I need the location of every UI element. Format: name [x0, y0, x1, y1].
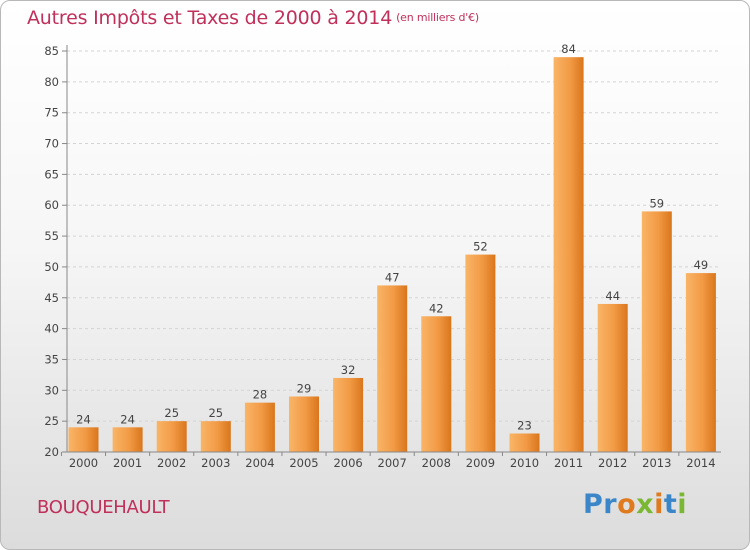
x-tick-label: 2000: [69, 456, 98, 470]
value-label: 49: [694, 258, 709, 272]
y-tick-label: 85: [44, 44, 59, 58]
value-label: 84: [561, 42, 576, 56]
bar: [289, 396, 319, 452]
commune-name: BOUQUEHAULT: [37, 497, 170, 518]
x-tick-label: 2004: [245, 456, 274, 470]
x-tick-label: 2005: [289, 456, 318, 470]
chart-title: Autres Impôts et Taxes de 2000 à 2014 (en…: [27, 7, 479, 29]
bar: [333, 377, 364, 452]
bar: [68, 427, 99, 452]
bar: [377, 285, 408, 452]
bar: [509, 433, 540, 452]
value-label: 42: [429, 301, 444, 315]
y-tick-label: 35: [44, 352, 59, 366]
y-tick-label: 40: [44, 322, 59, 336]
value-label: 32: [341, 363, 356, 377]
value-label: 24: [76, 412, 91, 426]
bar: [553, 57, 584, 453]
y-tick-label: 50: [44, 260, 59, 274]
x-tick-label: 2008: [422, 456, 451, 470]
bar: [112, 427, 143, 452]
y-axis: 20 25 30 35 40 45 50 55 60 65 70 75 80 85: [44, 44, 68, 459]
y-tick-label: 20: [44, 445, 59, 459]
value-label: 25: [164, 406, 179, 420]
bar: [641, 211, 672, 452]
x-tick-label: 2007: [378, 456, 407, 470]
bar: [685, 273, 716, 452]
x-tick-label: 2003: [201, 456, 230, 470]
chart-title-text: Autres Impôts et Taxes de 2000 à 2014: [27, 7, 393, 29]
value-label: 47: [385, 270, 400, 284]
x-tick-label: 2011: [554, 456, 583, 470]
value-label: 24: [120, 412, 135, 426]
chart-unit: (en milliers d'€): [396, 11, 479, 24]
proxiti-logo[interactable]: Proxiti: [583, 489, 688, 520]
x-tick-label: 2010: [510, 456, 539, 470]
y-tick-label: 80: [44, 75, 59, 89]
x-tick-label: 2002: [157, 456, 186, 470]
x-tick-label: 2001: [113, 456, 142, 470]
bars: 24 24 25 25 28 29 32 47 42 52 23 84 44 59 49: [68, 42, 716, 453]
bar: [597, 303, 628, 452]
bar: [465, 254, 496, 452]
y-tick-label: 45: [44, 291, 59, 305]
y-tick-label: 65: [44, 167, 59, 181]
value-label: 23: [517, 418, 532, 432]
y-tick-label: 70: [44, 137, 59, 151]
bar: [421, 316, 452, 452]
value-label: 25: [208, 406, 223, 420]
value-label: 59: [649, 196, 664, 210]
x-tick-label: 2014: [686, 456, 715, 470]
x-tick-label: 2012: [598, 456, 627, 470]
y-tick-label: 30: [44, 383, 59, 397]
x-tick-label: 2009: [466, 456, 495, 470]
value-label: 44: [605, 289, 620, 303]
x-tick-label: 2006: [333, 456, 362, 470]
bar: [200, 421, 231, 452]
y-tick-label: 75: [44, 106, 59, 120]
y-tick-label: 60: [44, 198, 59, 212]
bar: [244, 402, 275, 452]
value-label: 29: [297, 381, 312, 395]
y-tick-label: 55: [44, 229, 59, 243]
x-tick-label: 2013: [642, 456, 671, 470]
value-label: 52: [473, 240, 488, 254]
y-tick-label: 25: [44, 414, 59, 428]
bar: [156, 421, 187, 452]
x-axis: 2000 2001 2002 2003 2004 2005 2006 2007 2008 2009…: [60, 451, 721, 470]
value-label: 28: [253, 388, 268, 402]
